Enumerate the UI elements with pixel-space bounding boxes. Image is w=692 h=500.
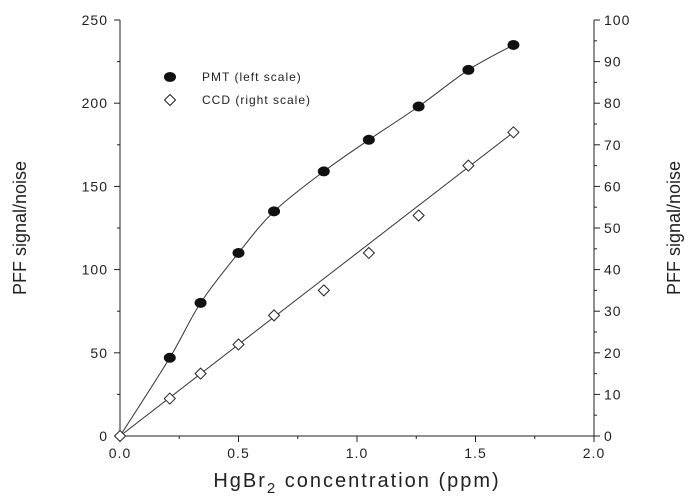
legend-ccd-label: CCD (right scale): [202, 93, 311, 107]
axes: 0.0 0.5 1.0 1.5 2.00501001502002500102030405…: [82, 12, 630, 461]
y-right-tick-label: 50: [604, 220, 622, 236]
pmt-point: [507, 39, 520, 50]
ccd-point: [362, 246, 376, 260]
pmt-point: [362, 134, 375, 145]
y-right-tick-label: 30: [604, 303, 622, 319]
fit-lines: [119, 44, 514, 437]
y-right-tick-label: 70: [604, 137, 622, 153]
pmt-point: [268, 206, 281, 217]
y-left-tick-label: 0: [99, 428, 108, 444]
y-right-tick-label: 10: [604, 386, 622, 402]
y-left-tick-label: 150: [82, 178, 108, 194]
x-axis-title-subscript: 2: [267, 480, 277, 497]
ccd-fit-line: [119, 131, 514, 437]
pmt-point: [462, 64, 475, 75]
ccd-point: [232, 338, 245, 351]
pmt-point: [317, 166, 330, 177]
axis-titles: PFF signal/noise PFF signal/noise HgBr2 co…: [10, 161, 684, 497]
y-left-tick-label: 50: [90, 345, 108, 361]
x-tick-label: 2.0: [583, 445, 605, 461]
ccd-point: [113, 429, 127, 443]
y-left-tick-label: 200: [82, 95, 108, 111]
x-axis-title-rest: concentration (ppm): [277, 470, 500, 492]
ccd-point: [194, 367, 207, 380]
legend-ccd-marker: [163, 93, 177, 107]
y-right-tick-label: 90: [604, 54, 622, 70]
pmt-point: [412, 101, 425, 112]
y-left-tick-label: 100: [82, 262, 108, 278]
y-right-tick-label: 100: [604, 12, 630, 28]
pmt-point: [194, 297, 207, 308]
y-right-tick-label: 0: [604, 428, 613, 444]
y-right-tick-label: 80: [604, 95, 622, 111]
legend-pmt-marker: [164, 72, 176, 82]
y-right-tick-label: 20: [604, 345, 622, 361]
y-right-tick-label: 40: [604, 262, 622, 278]
ccd-point: [163, 392, 176, 405]
pmt-fit-curve: [119, 44, 514, 437]
x-axis-title: HgBr2 concentration (ppm): [213, 470, 500, 497]
x-tick-label: 0.0: [109, 445, 131, 461]
legend: PMT (left scale) CCD (right scale): [163, 70, 311, 107]
ccd-point: [317, 284, 331, 297]
data-points: [113, 39, 520, 443]
ccd-point: [462, 159, 475, 172]
ccd-point: [507, 126, 520, 139]
x-tick-label: 1.0: [346, 445, 368, 461]
ccd-point: [412, 209, 425, 222]
x-tick-label: 0.5: [227, 445, 249, 461]
x-tick-label: 1.5: [464, 445, 486, 461]
ccd-point: [267, 309, 281, 322]
pmt-point: [163, 352, 176, 363]
y-left-tick-label: 250: [82, 12, 108, 28]
y-right-tick-label: 60: [604, 178, 622, 194]
y-left-axis-title: PFF signal/noise: [10, 161, 30, 295]
x-axis-title-main: HgBr: [213, 470, 267, 492]
y-right-axis-title: PFF signal/noise: [664, 161, 684, 295]
legend-pmt-label: PMT (left scale): [202, 70, 302, 84]
pmt-point: [232, 247, 245, 258]
